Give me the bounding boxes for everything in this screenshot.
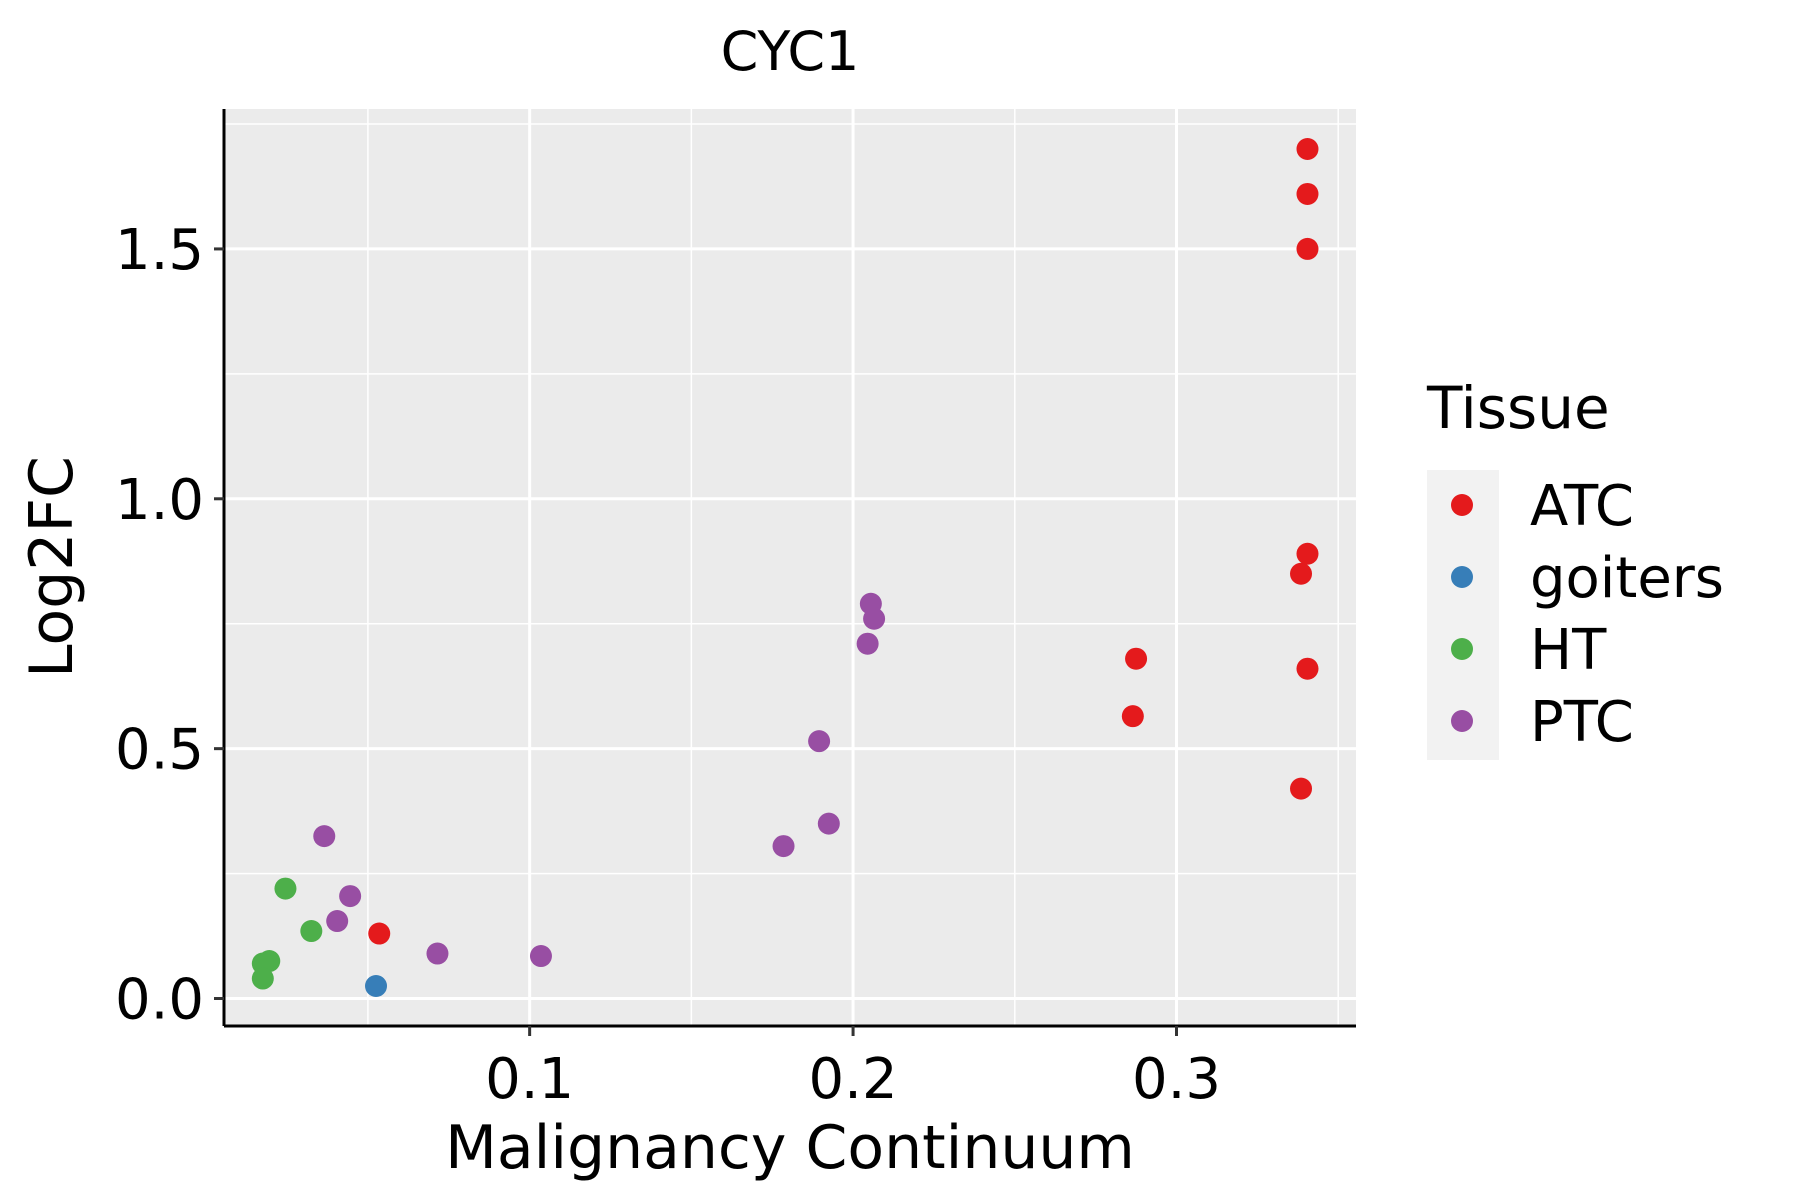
legend-key-ht — [1451, 638, 1473, 660]
y-axis-title: Log2FC — [17, 456, 87, 678]
point-ptc — [426, 942, 449, 965]
y-axis-ticks: 0.0 0.5 1.0 1.5 — [115, 218, 224, 1033]
legend-label-atc: ATC — [1530, 474, 1634, 539]
plot-panel — [224, 109, 1356, 1026]
point-ptc — [529, 945, 552, 968]
point-atc — [368, 922, 391, 945]
y-tick-label: 0.0 — [115, 968, 204, 1033]
legend: Tissue ATC goiters HT PTC — [1426, 374, 1724, 760]
point-atc — [1125, 647, 1148, 670]
legend-title: Tissue — [1426, 374, 1610, 442]
point-atc — [1296, 137, 1319, 160]
point-ht — [251, 967, 274, 990]
point-atc — [1121, 705, 1144, 728]
legend-label-ptc: PTC — [1530, 690, 1634, 755]
chart-title: CYC1 — [721, 20, 860, 83]
legend-key-goiters — [1451, 566, 1473, 588]
legend-key-atc — [1451, 494, 1473, 516]
point-ptc — [339, 885, 362, 908]
y-tick-label: 1.0 — [115, 468, 204, 533]
point-atc — [1290, 562, 1313, 585]
point-atc — [1296, 237, 1319, 260]
y-tick-label: 0.5 — [115, 718, 204, 783]
point-ptc — [856, 632, 879, 655]
point-ptc — [313, 825, 336, 848]
major-gridlines — [224, 109, 1356, 1026]
minor-gridlines — [224, 109, 1356, 1026]
legend-key-ptc — [1451, 710, 1473, 732]
point-ptc — [772, 835, 795, 858]
x-tick-label: 0.2 — [809, 1047, 898, 1112]
data-points — [251, 137, 1319, 998]
legend-label-ht: HT — [1530, 618, 1607, 683]
point-goiters — [365, 975, 388, 998]
point-ptc — [326, 910, 349, 933]
point-ht — [274, 877, 297, 900]
legend-label-goiters: goiters — [1530, 546, 1724, 611]
y-tick-label: 1.5 — [115, 218, 204, 283]
point-ht — [300, 920, 323, 943]
x-axis-ticks: 0.1 0.2 0.3 — [485, 1026, 1221, 1112]
legend-entries: ATC goiters HT PTC — [1451, 474, 1724, 755]
point-ptc — [863, 607, 886, 630]
point-atc — [1296, 657, 1319, 680]
x-tick-label: 0.1 — [485, 1047, 574, 1112]
x-axis-title: Malignancy Continuum — [445, 1113, 1135, 1183]
point-atc — [1296, 542, 1319, 565]
point-ptc — [817, 812, 840, 835]
point-atc — [1296, 182, 1319, 205]
point-ptc — [808, 730, 831, 753]
x-tick-label: 0.3 — [1132, 1047, 1221, 1112]
point-atc — [1290, 777, 1313, 800]
